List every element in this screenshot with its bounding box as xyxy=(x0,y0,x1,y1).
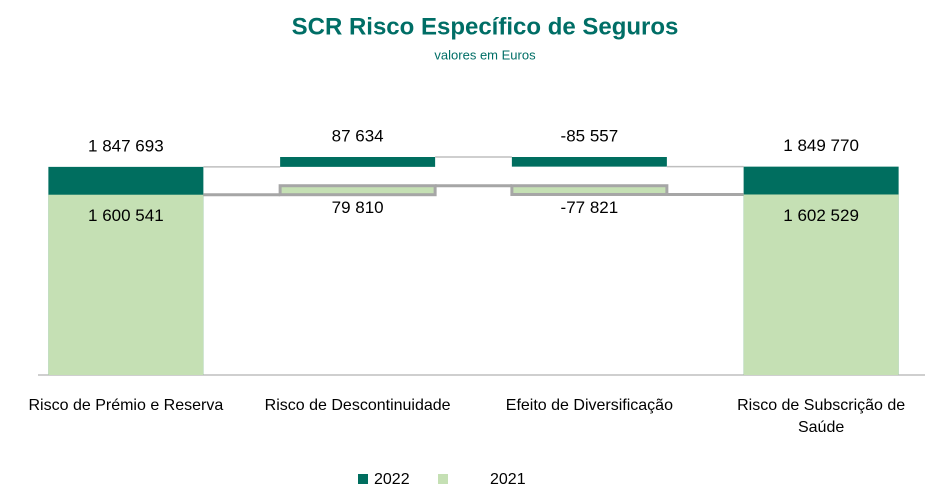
bar xyxy=(511,157,667,167)
x-tick-label: Risco de Prémio e Reserva xyxy=(29,397,224,414)
data-label: 1 600 541 xyxy=(88,206,164,225)
legend-swatch xyxy=(438,474,448,484)
x-tick-label: Efeito de Diversificação xyxy=(506,397,673,414)
data-label: 87 634 xyxy=(332,126,384,145)
legend-swatch xyxy=(358,474,368,484)
bar xyxy=(48,194,204,375)
data-label: 1 849 770 xyxy=(783,136,859,155)
data-label: 79 810 xyxy=(332,198,384,217)
x-tick-label-line: Saúde xyxy=(798,419,844,436)
bar xyxy=(278,184,437,197)
x-tick-label: Risco de Subscrição de Saúde xyxy=(737,397,905,436)
bar xyxy=(510,184,669,196)
x-tick-label: Risco de Descontinuidade xyxy=(265,397,451,414)
bar xyxy=(743,194,899,375)
data-label: -85 557 xyxy=(561,126,619,145)
legend-label: 2021 xyxy=(490,471,526,488)
bar xyxy=(280,157,436,167)
data-label: 1 847 693 xyxy=(88,136,164,155)
legend-label: 2022 xyxy=(374,471,410,488)
chart-subtitle: valores em Euros xyxy=(434,47,536,62)
data-label: -77 821 xyxy=(561,198,619,217)
x-tick-label-line: Risco de Subscrição de xyxy=(737,397,905,414)
data-label: 1 602 529 xyxy=(783,206,859,225)
chart-title: SCR Risco Específico de Seguros xyxy=(292,13,679,40)
